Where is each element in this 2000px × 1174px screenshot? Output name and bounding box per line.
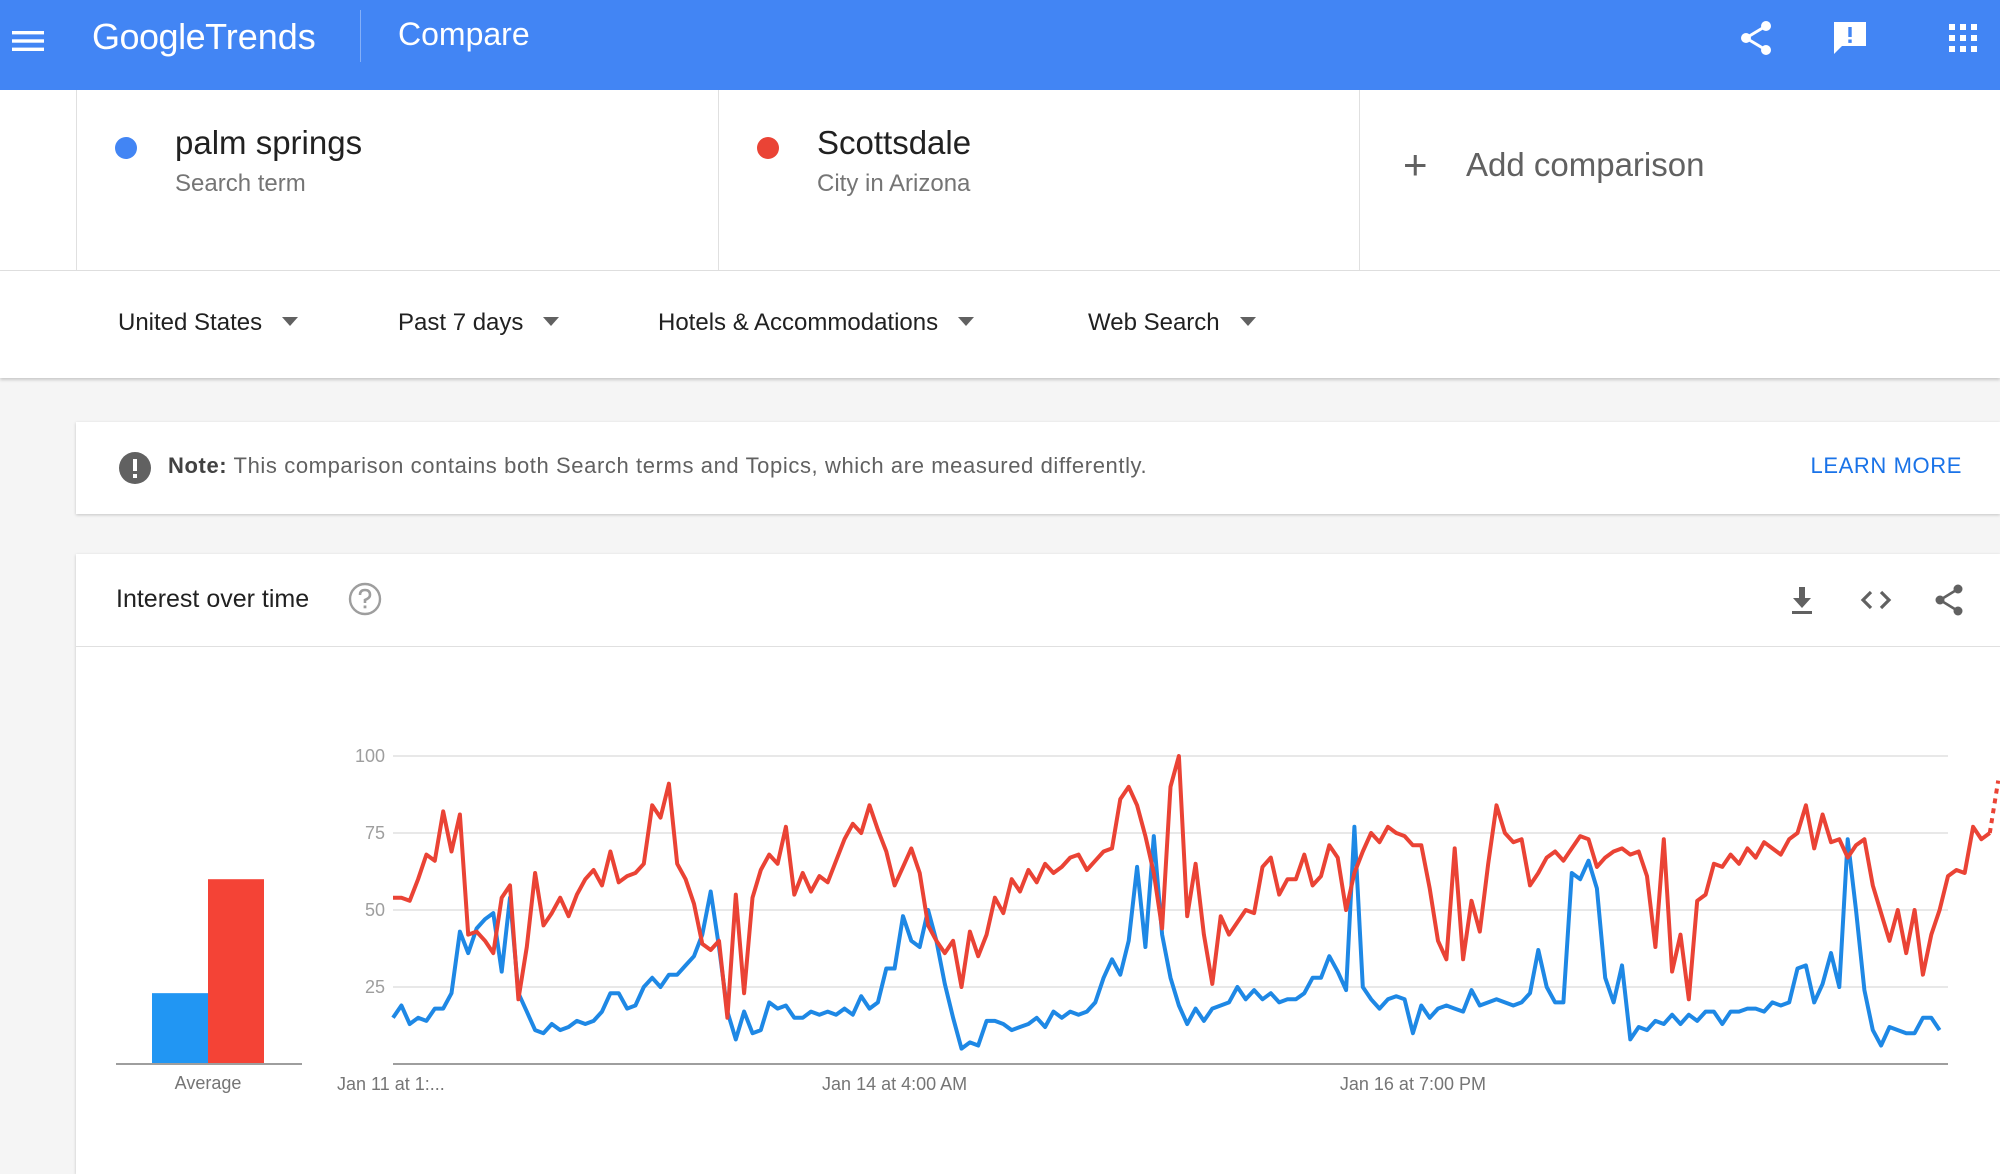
note-text: Note: This comparison contains both Sear… xyxy=(168,453,1147,479)
apps-grid-icon[interactable] xyxy=(1939,14,1987,62)
region-value: United States xyxy=(118,309,263,336)
logo-google-text: Google xyxy=(92,16,206,57)
search-type-dropdown[interactable]: Web Search xyxy=(1088,309,1256,337)
category-dropdown[interactable]: Hotels & Accommodations xyxy=(658,309,975,337)
search-type-value: Web Search xyxy=(1088,309,1220,336)
note-message: This comparison contains both Search ter… xyxy=(233,453,1148,478)
download-icon[interactable] xyxy=(1782,580,1822,620)
dropdown-arrow-icon xyxy=(958,317,975,327)
series-line-palm-springs xyxy=(391,824,1942,1051)
header-divider xyxy=(360,10,361,62)
term-color-dot xyxy=(115,137,137,159)
average-bar-scottsdale xyxy=(208,879,264,1064)
plus-icon: + xyxy=(1403,141,1428,188)
x-tick-label: Jan 14 at 4:00 AM xyxy=(822,1074,967,1094)
learn-more-link[interactable]: LEARN MORE xyxy=(1810,453,1962,478)
interest-line-chart[interactable]: 25 50 75 100 Jan 11 at 1:... Jan 14 at 4:00 … xyxy=(76,554,2000,1174)
average-bar-palm-springs xyxy=(152,993,208,1064)
filters-row: United States Past 7 days Hotels & Accom… xyxy=(0,271,2000,378)
logo-trends-text: Trends xyxy=(205,16,316,57)
x-tick-label: Jan 11 at 1:... xyxy=(337,1074,445,1094)
exclamation-circle-icon xyxy=(119,452,151,484)
series-projection-line xyxy=(1987,780,2000,834)
chart-title: Interest over time xyxy=(116,585,310,613)
share-icon[interactable] xyxy=(1732,14,1780,62)
time-range-value: Past 7 days xyxy=(398,309,524,336)
term-card-palm-springs[interactable]: palm springs Search term xyxy=(76,90,719,270)
term-card-scottsdale[interactable]: Scottsdale City in Arizona xyxy=(718,90,1360,270)
y-tick-label: 75 xyxy=(365,823,385,843)
dropdown-arrow-icon xyxy=(1239,317,1256,327)
chart-header: Interest over time xyxy=(76,554,2000,647)
series-line-scottsdale xyxy=(393,754,1991,1020)
note-label: Note: xyxy=(168,453,228,478)
average-label: Average xyxy=(175,1073,242,1093)
note-banner: Note: This comparison contains both Sear… xyxy=(76,422,2000,514)
add-comparison-label: Add comparison xyxy=(1466,146,1705,183)
page-title: Compare xyxy=(398,16,530,52)
average-bar-chart: Average xyxy=(116,879,302,1093)
y-tick-label: 100 xyxy=(355,746,385,766)
region-dropdown[interactable]: United States xyxy=(118,309,299,337)
term-subtitle: City in Arizona xyxy=(817,170,971,197)
embed-code-icon[interactable] xyxy=(1856,580,1896,620)
x-tick-label: Jan 16 at 7:00 PM xyxy=(1340,1074,1486,1094)
term-color-dot xyxy=(757,137,779,159)
term-name: Scottsdale xyxy=(817,124,972,161)
time-range-dropdown[interactable]: Past 7 days xyxy=(398,309,560,337)
help-icon[interactable] xyxy=(347,581,383,617)
dropdown-arrow-icon xyxy=(282,317,299,327)
add-comparison-button[interactable] xyxy=(1359,90,2000,270)
menu-icon[interactable] xyxy=(10,23,46,59)
google-trends-logo[interactable]: GoogleTrends xyxy=(92,16,316,58)
term-name: palm springs xyxy=(175,124,363,161)
y-tick-label: 50 xyxy=(365,900,385,920)
feedback-icon[interactable] xyxy=(1826,14,1874,62)
term-subtitle: Search term xyxy=(175,170,306,197)
y-tick-label: 25 xyxy=(365,977,385,997)
interest-over-time-card: Interest over time Average 25 50 75 xyxy=(76,554,2000,1174)
dropdown-arrow-icon xyxy=(543,317,560,327)
category-value: Hotels & Accommodations xyxy=(658,309,939,336)
compare-terms-row: palm springs Search term Scottsdale City… xyxy=(0,90,2000,271)
top-app-bar: GoogleTrends Compare xyxy=(0,0,2000,90)
share-icon[interactable] xyxy=(1929,580,1969,620)
